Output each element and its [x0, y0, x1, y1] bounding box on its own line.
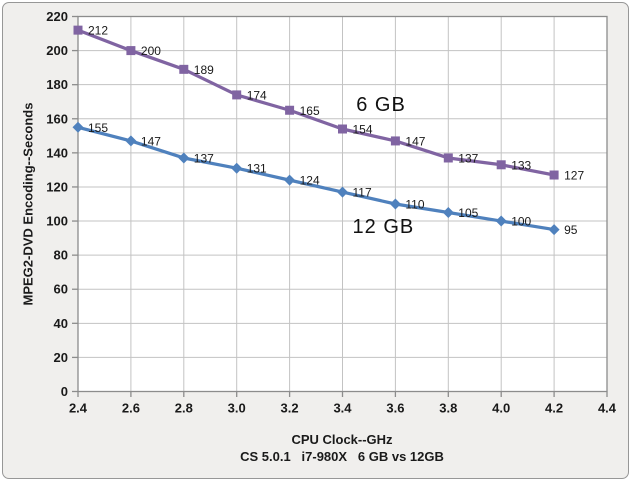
svg-text:212: 212 [88, 24, 108, 38]
series-12gb-data-labels: 155 147 137 131 124 117 110 105 100 95 [88, 121, 578, 237]
svg-text:127: 127 [564, 169, 584, 183]
svg-text:200: 200 [46, 43, 68, 58]
svg-text:189: 189 [194, 63, 214, 77]
svg-text:117: 117 [353, 186, 372, 200]
svg-text:154: 154 [353, 123, 373, 137]
svg-text:147: 147 [141, 134, 161, 148]
svg-text:3.0: 3.0 [228, 401, 246, 416]
svg-text:220: 220 [46, 9, 68, 24]
y-axis-title: MPEG2-DVD Encoding--Seconds [20, 102, 36, 306]
series-12gb-line [76, 125, 556, 232]
series-6gb-markers [73, 25, 559, 180]
svg-text:133: 133 [511, 158, 531, 172]
svg-text:105: 105 [458, 206, 478, 220]
svg-text:3.8: 3.8 [439, 401, 457, 416]
svg-text:3.6: 3.6 [386, 401, 404, 416]
svg-text:180: 180 [46, 77, 68, 92]
series-12gb-markers [72, 121, 560, 236]
svg-text:4.0: 4.0 [492, 401, 510, 416]
x-axis-title: CPU Clock--GHz [291, 432, 393, 447]
svg-text:80: 80 [54, 248, 68, 263]
svg-text:155: 155 [88, 121, 108, 135]
series-label-6gb: 6 GB [356, 93, 406, 116]
svg-text:4.4: 4.4 [598, 401, 617, 416]
svg-text:137: 137 [458, 151, 478, 165]
svg-text:2.8: 2.8 [175, 401, 193, 416]
svg-text:124: 124 [300, 174, 320, 188]
svg-text:140: 140 [46, 145, 68, 160]
svg-text:100: 100 [511, 215, 531, 229]
x-tick-labels: 2.4 2.6 2.8 3.0 3.2 3.4 3.6 3.8 4.0 4.2 4.4 [69, 401, 617, 416]
series-6gb-line [76, 28, 556, 177]
svg-text:3.2: 3.2 [281, 401, 299, 416]
axes [72, 15, 608, 397]
svg-text:95: 95 [564, 223, 578, 237]
svg-text:131: 131 [247, 162, 267, 176]
series-6gb-data-labels: 212 200 189 174 165 154 147 137 133 127 [88, 24, 584, 183]
svg-text:2.4: 2.4 [69, 401, 88, 416]
svg-text:60: 60 [54, 282, 68, 297]
svg-text:174: 174 [247, 88, 267, 102]
svg-text:147: 147 [405, 134, 425, 148]
svg-text:3.4: 3.4 [333, 401, 352, 416]
chart-subtitle: CS 5.0.1 i7-980X 6 GB vs 12GB [240, 449, 444, 464]
svg-text:120: 120 [46, 179, 68, 194]
y-tick-labels: 0 20 40 60 80 100 120 140 160 180 200 220 [46, 9, 68, 399]
series-label-12gb: 12 GB [352, 216, 415, 239]
svg-text:137: 137 [194, 151, 214, 165]
svg-text:4.2: 4.2 [545, 401, 563, 416]
svg-text:100: 100 [46, 214, 68, 229]
svg-text:200: 200 [141, 44, 161, 58]
svg-text:20: 20 [54, 350, 68, 365]
svg-text:2.6: 2.6 [122, 401, 140, 416]
svg-text:160: 160 [46, 111, 68, 126]
svg-text:165: 165 [300, 104, 320, 118]
svg-text:110: 110 [405, 198, 424, 212]
svg-text:0: 0 [61, 384, 68, 399]
svg-text:40: 40 [54, 316, 68, 331]
